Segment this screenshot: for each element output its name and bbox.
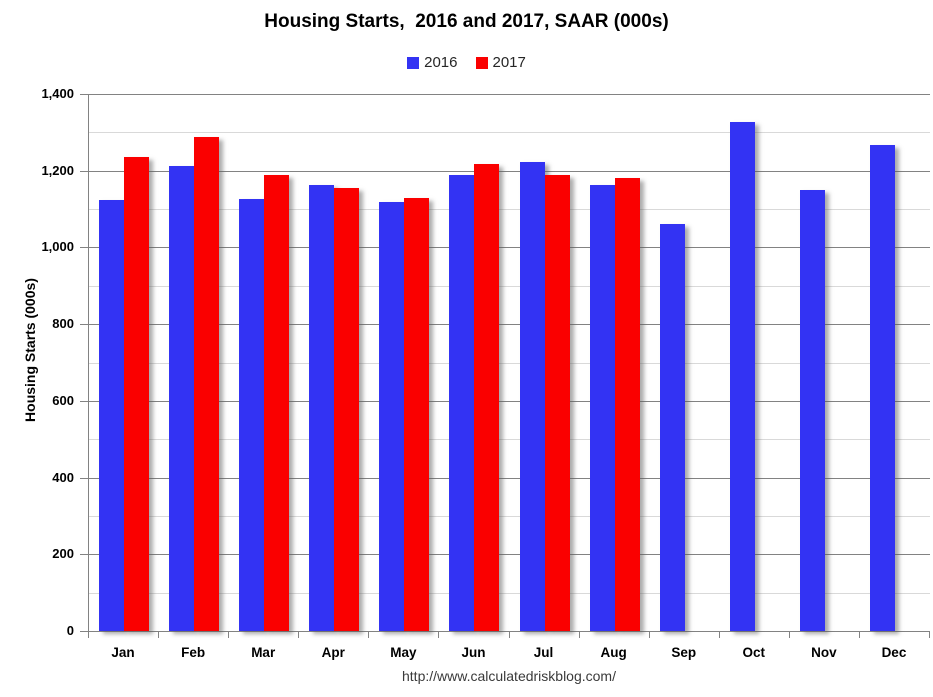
x-axis-tick	[929, 632, 930, 638]
x-tick-label-sep: Sep	[671, 645, 697, 660]
gridline-major	[89, 400, 930, 402]
plot-area	[88, 94, 930, 632]
bar-2017-feb	[194, 136, 220, 631]
x-axis-tick	[88, 632, 89, 638]
x-axis-tick	[508, 632, 510, 638]
x-axis-tick	[718, 632, 720, 638]
gridline-minor	[89, 362, 930, 364]
x-axis-tick	[228, 632, 230, 638]
x-axis-tick	[298, 632, 300, 638]
gridline-minor	[89, 439, 930, 441]
gridline-major	[89, 247, 930, 249]
bar-2016-jan	[99, 200, 125, 631]
gridline-major	[89, 554, 930, 556]
bar-2017-mar	[264, 174, 290, 631]
bar-2017-aug	[614, 178, 640, 631]
bar-2016-nov	[799, 190, 825, 631]
y-tick-label-800: 800	[52, 316, 74, 332]
bar-2017-jul	[544, 174, 570, 631]
x-tick-label-dec: Dec	[881, 645, 907, 660]
gridline-major	[89, 324, 930, 326]
y-axis-tick	[80, 554, 88, 556]
y-tick-label-1400: 1,400	[41, 86, 74, 101]
bar-2016-dec	[869, 144, 895, 631]
x-tick-label-jul: Jul	[533, 645, 554, 660]
bar-2016-may	[379, 201, 405, 631]
bar-2017-jan	[124, 156, 150, 631]
y-axis-tick	[80, 247, 88, 249]
y-axis-tick	[80, 170, 88, 172]
gridline-minor	[89, 209, 930, 211]
bar-2017-may	[404, 197, 430, 631]
legend-swatch-2017-icon	[475, 56, 488, 69]
bar-2016-aug	[589, 184, 615, 631]
x-tick-label-oct: Oct	[742, 645, 766, 660]
bar-2016-jul	[519, 161, 545, 631]
y-axis-tick	[80, 631, 88, 632]
gridline-minor	[89, 132, 930, 134]
bar-2017-apr	[334, 188, 360, 631]
y-tick-label-1000: 1,000	[41, 239, 74, 255]
y-axis-title: Housing Starts (000s)	[22, 278, 38, 422]
gridline-minor	[89, 515, 930, 517]
gridline-major	[89, 170, 930, 172]
x-axis-tick	[648, 632, 650, 638]
x-axis-tick	[858, 632, 860, 638]
bar-2016-oct	[729, 121, 755, 631]
x-tick-label-jan: Jan	[111, 645, 135, 660]
y-tick-label-0: 0	[66, 623, 74, 638]
x-tick-label-feb: Feb	[181, 645, 206, 660]
x-tick-label-apr: Apr	[321, 645, 345, 660]
y-tick-label-1200: 1,200	[41, 162, 74, 178]
legend-item-2016: 2016	[407, 54, 458, 71]
gridline-minor	[89, 285, 930, 287]
y-axis-tick	[80, 324, 88, 326]
y-tick-label-400: 400	[52, 469, 74, 485]
y-axis-tick	[80, 400, 88, 402]
x-tick-label-nov: Nov	[811, 645, 837, 660]
y-axis-tick	[80, 477, 88, 479]
x-tick-label-jun: Jun	[461, 645, 486, 660]
x-axis-tick	[158, 632, 160, 638]
x-axis-tick	[788, 632, 790, 638]
bar-2016-jun	[449, 174, 475, 631]
x-tick-label-may: May	[390, 645, 417, 660]
bar-2016-mar	[239, 199, 265, 631]
legend-item-2017: 2017	[475, 54, 526, 71]
bar-2016-apr	[309, 184, 335, 631]
gridline-major	[89, 94, 930, 95]
x-axis-tick	[368, 632, 370, 638]
legend-swatch-2016-icon	[407, 56, 420, 69]
x-tick-label-mar: Mar	[251, 645, 276, 660]
gridline-minor	[89, 592, 930, 594]
y-tick-label-600: 600	[52, 392, 74, 408]
legend-label-2016: 2016	[424, 54, 458, 71]
gridline-major	[89, 477, 930, 479]
y-axis-tick	[80, 94, 88, 95]
x-tick-label-aug: Aug	[600, 645, 627, 660]
y-tick-label-200: 200	[52, 546, 74, 562]
x-axis-tick	[578, 632, 580, 638]
source-url: http://www.calculatedriskblog.com/	[402, 668, 616, 684]
bar-2016-sep	[659, 223, 685, 631]
chart-title: Housing Starts, 2016 and 2017, SAAR (000…	[264, 11, 669, 32]
x-axis-tick	[438, 632, 440, 638]
bar-2017-jun	[474, 164, 500, 631]
bar-2016-feb	[169, 166, 195, 631]
legend: 2016 2017	[0, 54, 933, 71]
legend-label-2017: 2017	[492, 54, 526, 71]
